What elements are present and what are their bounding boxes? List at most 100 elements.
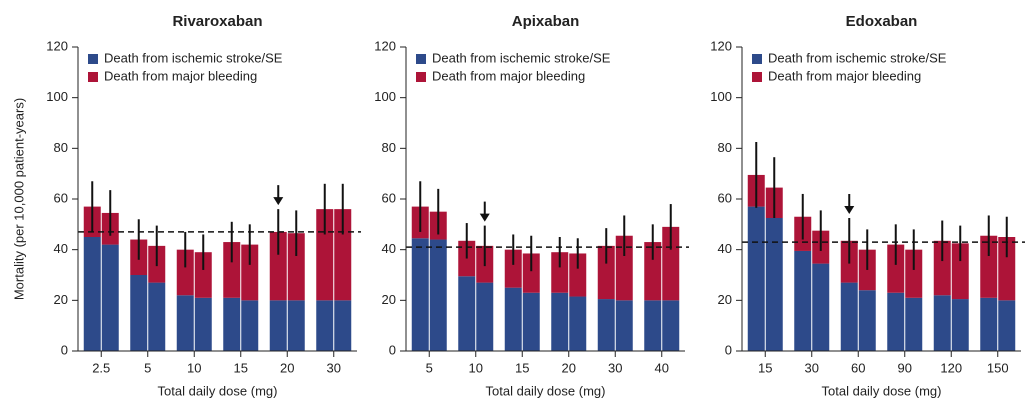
bar-segment [951, 299, 969, 351]
bar-segment [83, 237, 101, 351]
y-tick-label: 60 [718, 190, 732, 205]
bar-segment [241, 300, 259, 351]
bar-segment [176, 295, 194, 351]
bar-segment [130, 275, 148, 351]
x-tick-label: 30 [608, 360, 622, 375]
x-tick-label: 60 [851, 360, 865, 375]
arrow-head [844, 206, 855, 214]
bar-segment [905, 249, 923, 298]
y-tick-label: 60 [382, 190, 396, 205]
bar-segment [458, 276, 476, 351]
bar-segment [269, 300, 287, 351]
x-tick-label: 20 [562, 360, 576, 375]
bar-segment [887, 244, 905, 293]
y-tick-label: 100 [374, 89, 396, 104]
x-tick-label: 30 [327, 360, 341, 375]
y-tick-label: 80 [54, 140, 68, 155]
bar-segment [223, 297, 241, 351]
bar-segment [858, 290, 876, 351]
bar-segment [316, 300, 334, 351]
bar-segment [287, 233, 305, 301]
x-tick-label: 15 [234, 360, 248, 375]
panel-title: Edoxaban [846, 13, 918, 30]
bar-segment [429, 239, 447, 351]
y-tick-label: 120 [46, 38, 68, 53]
bar-segment [504, 287, 522, 351]
bar-segment [551, 252, 569, 293]
bar-segment [980, 235, 998, 298]
legend-label: Death from major bleeding [768, 68, 921, 83]
legend-swatch [752, 72, 762, 82]
y-tick-label: 120 [374, 38, 396, 53]
bar-segment [644, 242, 662, 301]
x-tick-label: 10 [187, 360, 201, 375]
bar-segment [644, 300, 662, 351]
bar-segment [522, 292, 540, 351]
x-axis-label: Total daily dose (mg) [486, 383, 606, 398]
y-tick-label: 20 [382, 292, 396, 307]
x-tick-label: 120 [940, 360, 962, 375]
bar-segment [223, 242, 241, 298]
y-tick-label: 40 [54, 241, 68, 256]
bar-segment [101, 244, 119, 351]
x-tick-label: 15 [758, 360, 772, 375]
legend-swatch [416, 72, 426, 82]
legend-swatch [416, 54, 426, 64]
bar-segment [951, 243, 969, 300]
x-tick-label: 2.5 [92, 360, 110, 375]
x-tick-label: 5 [426, 360, 433, 375]
legend-label: Death from ischemic stroke/SE [104, 50, 283, 65]
y-tick-label: 60 [54, 190, 68, 205]
x-tick-label: 40 [655, 360, 669, 375]
bar-segment [615, 235, 633, 301]
bar-segment [597, 245, 615, 300]
bar-segment [569, 253, 587, 297]
bar-segment [747, 206, 765, 351]
x-axis-label: Total daily dose (mg) [822, 383, 942, 398]
legend-swatch [752, 54, 762, 64]
legend-swatch [88, 72, 98, 82]
bar-segment [905, 297, 923, 351]
panel-title: Rivaroxaban [172, 13, 262, 30]
bar-segment [148, 282, 166, 351]
y-tick-label: 80 [718, 140, 732, 155]
bar-segment [551, 292, 569, 351]
bar-segment [597, 299, 615, 351]
y-tick-label: 40 [382, 241, 396, 256]
x-tick-label: 150 [987, 360, 1009, 375]
bar-segment [522, 253, 540, 293]
y-tick-label: 20 [54, 292, 68, 307]
bar-segment [411, 238, 429, 351]
bar-segment [998, 237, 1016, 301]
x-tick-label: 20 [280, 360, 294, 375]
y-tick-label: 100 [46, 89, 68, 104]
legend-label: Death from major bleeding [104, 68, 257, 83]
bar-segment [933, 295, 951, 351]
bar-segment [194, 252, 212, 298]
bar-segment [858, 249, 876, 291]
bar-segment [662, 226, 680, 301]
legend-label: Death from major bleeding [432, 68, 585, 83]
bar-segment [287, 300, 305, 351]
x-tick-label: 10 [469, 360, 483, 375]
y-tick-label: 120 [710, 38, 732, 53]
y-tick-label: 80 [382, 140, 396, 155]
y-tick-label: 0 [725, 342, 732, 357]
legend-swatch [88, 54, 98, 64]
bar-segment [476, 282, 494, 351]
bar-segment [569, 296, 587, 351]
bar-segment [794, 250, 812, 351]
bar-segment [933, 240, 951, 296]
x-tick-label: 30 [805, 360, 819, 375]
bar-segment [615, 300, 633, 351]
bar-segment [998, 300, 1016, 351]
y-tick-label: 20 [718, 292, 732, 307]
bar-segment [334, 300, 352, 351]
bar-segment [887, 292, 905, 351]
bar-segment [840, 282, 858, 351]
y-tick-label: 100 [710, 89, 732, 104]
y-tick-label: 0 [61, 342, 68, 357]
legend-label: Death from ischemic stroke/SE [768, 50, 947, 65]
